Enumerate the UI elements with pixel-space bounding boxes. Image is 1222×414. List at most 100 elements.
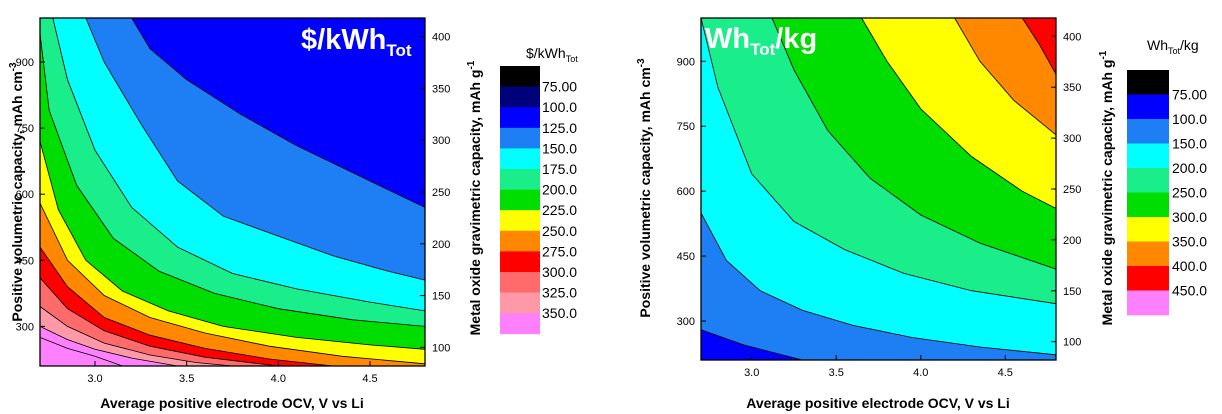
cost-contour-175 xyxy=(52,17,426,312)
cost-contour-275 xyxy=(39,246,334,367)
cost-x-tick-label: 3.5 xyxy=(179,373,194,385)
energy-plot-fills xyxy=(701,18,1056,360)
cost-legend-swatch xyxy=(500,292,540,314)
cost-legend-title-main: $/kWh xyxy=(526,45,566,61)
energy-badge-tail: /kg xyxy=(775,23,817,55)
cost-legend-swatch xyxy=(500,86,540,108)
cost-contour-250 xyxy=(39,202,426,365)
energy-contour-400 xyxy=(1021,17,1057,75)
energy-legend-swatch xyxy=(1127,266,1169,291)
cost-y2-tick-label: 300 xyxy=(432,135,450,147)
cost-contour-300 xyxy=(39,277,279,367)
energy-y2-tick-label: 200 xyxy=(1063,235,1081,247)
cost-ticks: 3.0 3.5 4.0 4.5 300 450 600 750 900 100 150 200 250 3… xyxy=(16,32,451,385)
energy-legend-label: 200.0 xyxy=(1172,160,1207,176)
cost-badge: $/kWhTot xyxy=(301,24,412,60)
energy-y2-tick-label: 400 xyxy=(1063,31,1081,43)
energy-contour-150 xyxy=(700,212,1057,356)
energy-y2-tick-label: 300 xyxy=(1063,133,1081,145)
chart-energy: 3.0 3.5 4.0 4.5 300 450 600 750 900 100 150 200 250 3… xyxy=(636,17,1207,411)
cost-contour-lines xyxy=(39,17,426,367)
energy-legend-label: 100.0 xyxy=(1172,111,1207,127)
energy-legend-swatch xyxy=(1127,241,1169,267)
cost-legend-swatch xyxy=(500,66,540,87)
cost-y2-axis-label-sup: -1 xyxy=(466,60,477,69)
cost-contour-225 xyxy=(39,141,426,350)
energy-y-axis-label: Positive volumetric capacity, mAh cm-3 xyxy=(636,58,653,318)
cost-legend-label: 275.0 xyxy=(542,243,577,259)
cost-y-tick-label: 450 xyxy=(16,255,34,267)
energy-legend-swatch xyxy=(1127,94,1169,120)
cost-x-axis-label: Average positive electrode OCV, V vs Li xyxy=(100,395,364,411)
cost-y-tick-label: 750 xyxy=(16,123,34,135)
cost-legend-label: 250.0 xyxy=(542,223,577,239)
cost-x-tick-label: 4.5 xyxy=(362,373,377,385)
energy-legend-swatches: 75.00 100.0 150.0 200.0 250.0 300.0 350.0 400.0… xyxy=(1127,70,1207,316)
energy-y-axis-label-text: Positive volumetric capacity, mAh cm xyxy=(637,67,653,317)
cost-y-tick-label: 900 xyxy=(16,57,34,69)
cost-y2-tick-label: 200 xyxy=(432,239,450,251)
chart-cost: 3.0 3.5 4.0 4.5 300 450 600 750 900 100 150 200 250 3… xyxy=(8,17,578,411)
cost-y-axis-label-text: Positive volumetric capacity, mAh cm xyxy=(9,71,25,321)
cost-y-axis-label-sup: -3 xyxy=(8,62,19,71)
cost-contour-200 xyxy=(39,33,426,327)
cost-x-tick-label: 3.0 xyxy=(87,373,102,385)
cost-region-250 xyxy=(40,203,425,366)
energy-y-tick-label: 450 xyxy=(677,251,695,263)
energy-legend-swatch xyxy=(1127,70,1169,95)
energy-y-tick-label: 300 xyxy=(677,316,695,328)
cost-contour-350 xyxy=(39,326,178,367)
energy-legend-swatch xyxy=(1127,119,1169,144)
cost-y-tick-label: 600 xyxy=(16,189,34,201)
cost-legend-label: 175.0 xyxy=(542,161,577,177)
energy-y-tick-label: 750 xyxy=(677,121,695,133)
energy-x-tick-label: 3.0 xyxy=(744,367,759,379)
energy-contour-250 xyxy=(771,17,1057,270)
cost-legend-label: 350.0 xyxy=(542,305,577,321)
energy-contour-lines xyxy=(700,17,1057,361)
energy-ticks: 3.0 3.5 4.0 4.5 300 450 600 750 900 100 150 200 250 3… xyxy=(677,31,1082,379)
energy-y-tick-label: 900 xyxy=(677,56,695,68)
cost-legend-swatch xyxy=(500,251,540,273)
cost-y2-tick-label: 100 xyxy=(432,342,450,354)
energy-y2-tick-label: 350 xyxy=(1063,82,1081,94)
energy-legend-swatch xyxy=(1127,290,1169,316)
cost-legend-label: 200.0 xyxy=(542,182,577,198)
energy-x-tick-label: 3.5 xyxy=(829,367,844,379)
energy-legend-label: 75.00 xyxy=(1172,87,1207,103)
energy-region-100 xyxy=(701,329,803,360)
cost-y2-axis-label: Metal oxide gravimetric capacity, mAh g-… xyxy=(466,60,483,335)
energy-contour-350 xyxy=(954,17,1057,136)
cost-contour-125 xyxy=(131,17,426,208)
energy-x-tick-label: 4.5 xyxy=(998,367,1013,379)
cost-badge-sub: Tot xyxy=(386,41,412,60)
energy-y2-tick-label: 250 xyxy=(1063,184,1081,196)
energy-y2-axis-label: Metal oxide gravimetric capacity, mAh g-… xyxy=(1098,50,1115,325)
cost-legend-swatches: 75.00 100.0 125.0 150.0 175.0 200.0 225.0 250.0… xyxy=(500,66,577,335)
energy-region-350 xyxy=(954,18,1056,135)
energy-legend-swatch xyxy=(1127,192,1169,218)
cost-y2-tick-label: 150 xyxy=(432,291,450,303)
cost-legend-swatch xyxy=(500,230,540,252)
cost-region-225 xyxy=(40,141,425,366)
cost-region-200 xyxy=(40,33,425,366)
cost-y2-tick-label: 400 xyxy=(432,32,450,44)
energy-contour-300 xyxy=(861,17,1057,209)
cost-y2-axis-label-text: Metal oxide gravimetric capacity, mAh g xyxy=(467,70,483,336)
cost-y-tick-label: 300 xyxy=(16,321,34,333)
energy-legend-swatch xyxy=(1127,168,1169,193)
cost-x-tick-label: 4.0 xyxy=(271,373,286,385)
cost-legend-label: 125.0 xyxy=(542,120,577,136)
cost-plot-fills xyxy=(40,18,425,366)
energy-region-400 xyxy=(1022,18,1056,75)
energy-y2-axis-label-text: Metal oxide gravimetric capacity, mAh g xyxy=(1099,60,1115,326)
energy-x-tick-label: 4.0 xyxy=(913,367,928,379)
energy-legend-swatch xyxy=(1127,143,1169,169)
cost-legend-swatch xyxy=(500,169,540,190)
cost-legend-swatch xyxy=(500,210,540,232)
energy-legend-title-main: Wh xyxy=(1147,37,1168,53)
cost-legend-label: 300.0 xyxy=(542,264,577,280)
energy-y-axis-label-sup: -3 xyxy=(636,58,647,67)
cost-legend-swatch xyxy=(500,189,540,211)
